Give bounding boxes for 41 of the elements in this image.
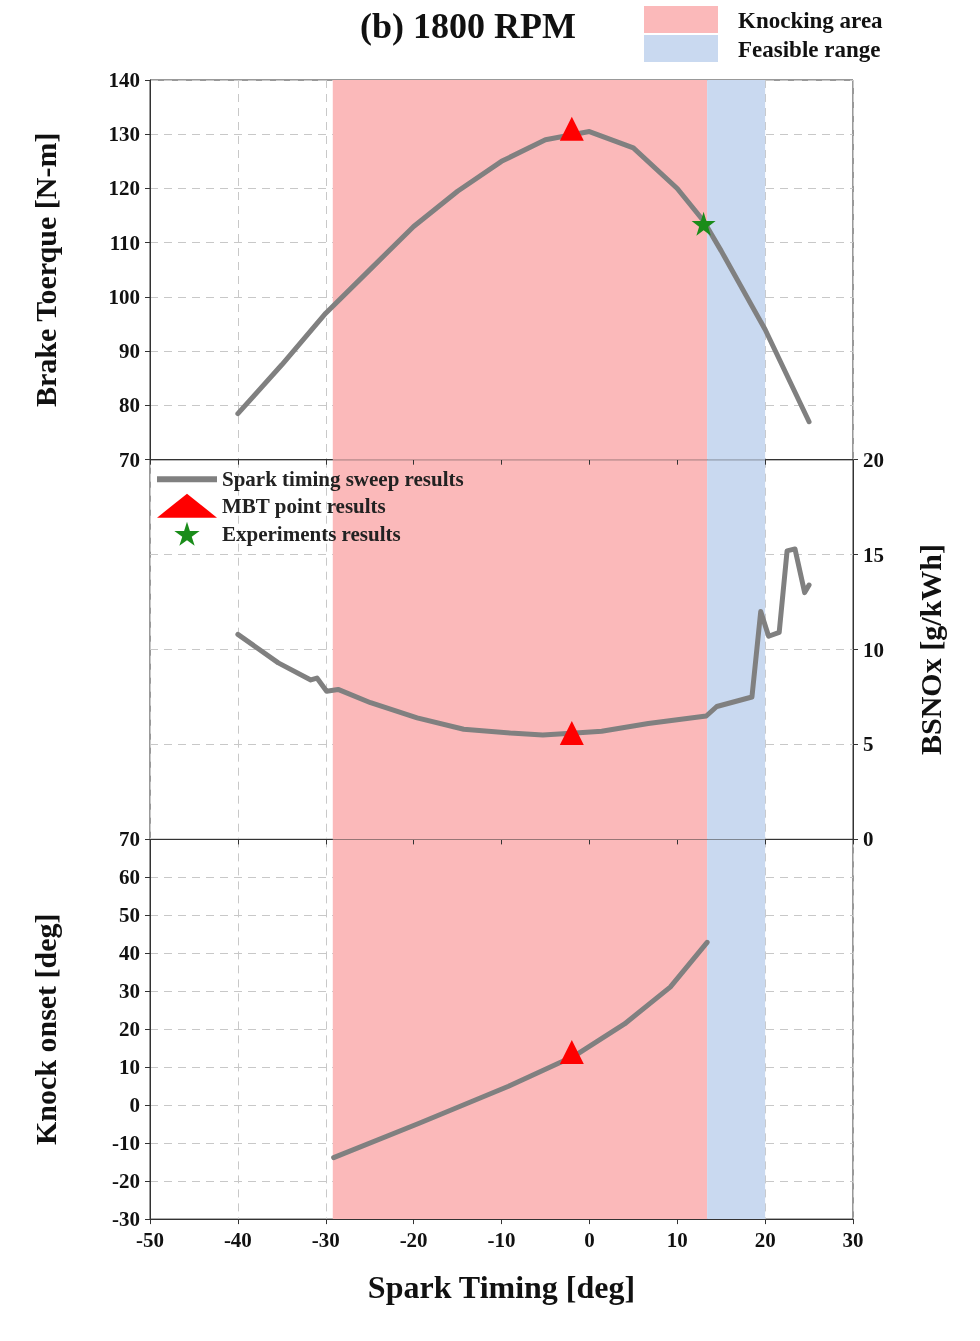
y2-tick-label: 15 — [863, 542, 884, 567]
x-tick-label: 10 — [666, 1227, 688, 1252]
legend-label: Spark timing sweep results — [222, 467, 464, 492]
x-tick-label: 20 — [754, 1227, 776, 1252]
y-tick-label: 70 — [119, 827, 140, 852]
y-tick-label: -10 — [112, 1131, 140, 1156]
y-tick-label: 20 — [119, 1017, 140, 1042]
y-tick-label: -20 — [112, 1169, 140, 1194]
y-axis-title: Brake Toerque [N-m] — [28, 132, 62, 408]
x-axis-title: Spark Timing [deg] — [367, 1269, 636, 1306]
x-tick-label: -30 — [311, 1227, 340, 1252]
y-tick-label: 50 — [119, 903, 140, 928]
legend-label: Knocking area — [738, 8, 884, 33]
legend-label: MBT point results — [222, 493, 386, 518]
y-tick-label: 30 — [119, 979, 140, 1004]
y-tick-label: 120 — [108, 176, 140, 201]
y-tick-label: 0 — [129, 1093, 140, 1118]
y-tick-label: 80 — [119, 393, 140, 418]
y-tick-label: 140 — [108, 68, 140, 92]
y-tick-label: 100 — [108, 284, 140, 309]
x-tick-label: -20 — [399, 1227, 428, 1252]
y2-tick-label: 20 — [863, 447, 884, 472]
legend-label: Feasible range — [738, 37, 881, 62]
x-tick-label: -10 — [487, 1227, 516, 1252]
x-tick-label: 30 — [842, 1227, 864, 1252]
chart-title: (b) 1800 RPM — [360, 6, 576, 46]
legend-label: Experiments results — [222, 521, 401, 546]
y-tick-label: 40 — [119, 941, 140, 966]
y-tick-label: 90 — [119, 339, 140, 364]
x-tick-label: -40 — [223, 1227, 252, 1252]
y2-tick-label: 5 — [863, 732, 874, 757]
y-tick-label: 110 — [109, 230, 140, 255]
y2-tick-label: 0 — [863, 827, 874, 852]
y-tick-label: 70 — [119, 447, 140, 472]
y-axis-title: Knock onset [deg] — [28, 913, 62, 1146]
y-tick-label: 10 — [119, 1055, 140, 1080]
y2-axis-title: BSNOx [g/kWh] — [913, 544, 947, 755]
x-tick-label: 0 — [584, 1227, 595, 1252]
y-tick-label: 130 — [108, 122, 140, 147]
y2-tick-label: 10 — [863, 637, 884, 662]
y-tick-label: 60 — [119, 865, 140, 890]
